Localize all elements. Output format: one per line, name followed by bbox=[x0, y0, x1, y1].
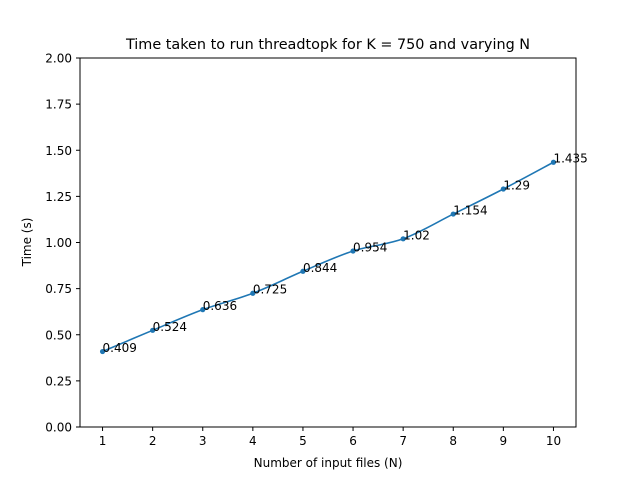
data-label: 1.02 bbox=[403, 228, 430, 242]
data-point bbox=[99, 348, 106, 355]
x-tick-label: 2 bbox=[149, 434, 157, 448]
y-tick-label: 1.75 bbox=[45, 98, 72, 112]
y-tick-label: 0.00 bbox=[45, 421, 72, 435]
y-tick-label: 1.00 bbox=[45, 236, 72, 250]
x-tick-label: 8 bbox=[449, 434, 457, 448]
data-label: 1.29 bbox=[503, 178, 530, 192]
data-label: 0.409 bbox=[103, 341, 137, 355]
x-tick-label: 5 bbox=[299, 434, 307, 448]
data-label: 0.725 bbox=[253, 283, 287, 297]
data-point bbox=[500, 186, 506, 192]
data-point bbox=[250, 290, 256, 296]
data-point bbox=[150, 327, 156, 333]
data-point bbox=[400, 236, 406, 242]
x-tick-label: 10 bbox=[546, 434, 561, 448]
x-tick-label: 4 bbox=[249, 434, 257, 448]
chart-title: Time taken to run threadtopk for K = 750… bbox=[125, 37, 530, 53]
x-tick-label: 6 bbox=[349, 434, 357, 448]
data-label: 0.844 bbox=[303, 261, 337, 275]
y-tick-label: 1.25 bbox=[45, 190, 72, 204]
data-point bbox=[300, 268, 306, 274]
y-tick-label: 0.50 bbox=[45, 328, 72, 342]
series-line bbox=[102, 161, 554, 353]
x-axis-label: Number of input files (N) bbox=[254, 456, 403, 470]
y-tick-label: 1.50 bbox=[45, 144, 72, 158]
data-label: 1.435 bbox=[553, 152, 587, 166]
data-point bbox=[350, 248, 356, 254]
data-label: 0.524 bbox=[153, 320, 187, 334]
y-tick-label: 0.25 bbox=[45, 374, 72, 388]
x-tick-label: 7 bbox=[399, 434, 407, 448]
x-tick-label: 9 bbox=[500, 434, 508, 448]
y-tick-label: 2.00 bbox=[45, 52, 72, 66]
data-point bbox=[450, 211, 456, 217]
data-label: 0.954 bbox=[353, 240, 387, 254]
y-tick-label: 0.75 bbox=[45, 282, 72, 296]
x-tick-label: 3 bbox=[199, 434, 207, 448]
data-point bbox=[200, 307, 206, 313]
data-label: 1.154 bbox=[453, 204, 487, 218]
y-axis-label: Time (s) bbox=[20, 218, 34, 268]
data-label: 0.636 bbox=[203, 299, 237, 313]
data-point bbox=[550, 159, 557, 165]
x-tick-label: 1 bbox=[99, 434, 107, 448]
